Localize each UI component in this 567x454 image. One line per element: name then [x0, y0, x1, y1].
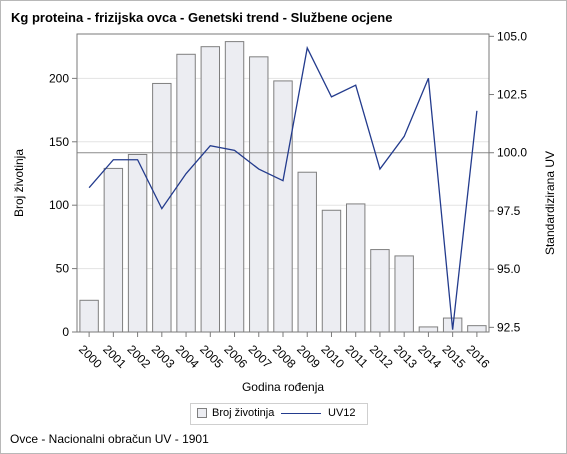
y2-tick-label: 97.5 [497, 204, 521, 218]
bar-2005 [200, 46, 221, 333]
x-axis-title: Godina rođenja [242, 380, 324, 394]
y2-tick-label: 92.5 [497, 320, 521, 334]
x-tick-label: 2011 [343, 342, 371, 370]
bar-2010 [321, 209, 342, 333]
legend-item-bars: Broj životinja [197, 407, 274, 419]
x-tick-label: 2004 [173, 342, 202, 371]
x-tick-label: 2009 [294, 342, 323, 371]
chart-plot: 0 50 100 150 200 92.5 95.0 97.5 100.0 102.5 105.0 2… [12, 29, 557, 394]
bar-2000 [79, 299, 99, 333]
bar-2013 [394, 255, 414, 333]
y2-tick-label: 105.0 [497, 29, 527, 43]
x-tick-label: 2000 [76, 342, 105, 371]
y2-tick-label: 102.5 [497, 88, 527, 102]
y2-axis-title: Standardizirana UV [543, 151, 557, 255]
y2-tick-label: 100.0 [497, 146, 527, 160]
bar-2016 [467, 325, 487, 333]
footnote: Ovce - Nacionalni obračun UV - 1901 [10, 432, 209, 446]
bar-2002 [127, 153, 148, 333]
y2-tick-label: 95.0 [497, 262, 521, 276]
legend-label-bars: Broj životinja [212, 407, 275, 419]
bar-2007 [249, 56, 269, 333]
x-tick-label: 2005 [197, 342, 226, 371]
y-tick-label: 0 [62, 325, 69, 339]
legend-item-line: UV12 [281, 407, 356, 419]
x-tick-label: 2012 [367, 342, 396, 371]
x-tick-label: 2008 [270, 342, 299, 371]
bar-2001 [103, 167, 124, 333]
x-tick-label: 2006 [221, 342, 250, 371]
y-axis-title: Broj životinja [12, 149, 26, 217]
x-tick-label: 2015 [440, 342, 469, 371]
chart-title: Kg proteina - frizijska ovca - Genetski … [11, 10, 393, 25]
bar-2006 [224, 41, 245, 333]
x-tick-label: 2010 [318, 342, 347, 371]
bar-2004 [176, 53, 196, 333]
bar-2008 [273, 80, 293, 333]
legend-swatch-line [281, 412, 321, 414]
y-tick-label: 50 [56, 262, 70, 276]
x-tick-label: 2002 [124, 342, 153, 371]
x-tick-label: 2007 [246, 342, 275, 371]
y-tick-label: 200 [49, 71, 69, 85]
x-tick-label: 2003 [149, 342, 178, 371]
legend-swatch-bar [197, 408, 207, 418]
bar-2009 [297, 171, 317, 333]
legend-label-line: UV12 [328, 407, 356, 419]
bar-2014 [418, 326, 439, 333]
x-tick-label: 2014 [415, 342, 444, 371]
x-tick-label: 2013 [391, 342, 420, 371]
bar-2012 [370, 249, 390, 333]
bar-2011 [345, 203, 366, 333]
x-tick-label: 2016 [464, 342, 493, 371]
y-tick-label: 100 [49, 198, 69, 212]
legend: Broj životinja UV12 [190, 403, 368, 425]
y-tick-label: 150 [49, 135, 69, 149]
x-tick-label: 2001 [100, 342, 129, 371]
